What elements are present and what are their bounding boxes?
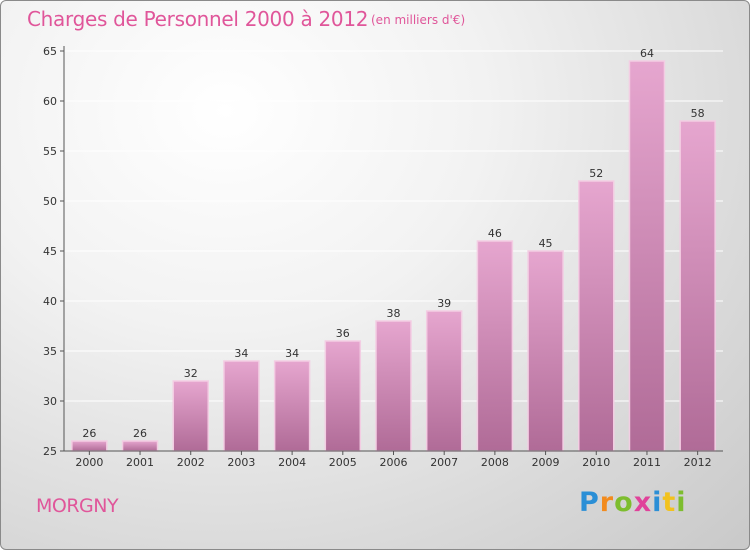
bars — [71, 60, 716, 452]
x-tick-label: 2003 — [227, 456, 255, 469]
y-tick-label: 25 — [43, 445, 57, 458]
x-tick-label: 2008 — [481, 456, 509, 469]
x-tick-label: 2006 — [380, 456, 408, 469]
x-tick-label: 2011 — [633, 456, 661, 469]
x-tick-label: 2004 — [278, 456, 306, 469]
y-tick-label: 35 — [43, 345, 57, 358]
proxiti-logo: Proxiti — [579, 487, 687, 518]
logo-letter: o — [614, 487, 634, 518]
y-tick-label: 65 — [43, 45, 57, 58]
data-label: 38 — [387, 307, 401, 320]
bar — [324, 340, 362, 452]
commune-name: MORGNY — [36, 495, 119, 517]
logo-letter: r — [599, 487, 615, 518]
data-label: 32 — [184, 367, 198, 380]
bar — [628, 60, 666, 452]
data-label: 39 — [437, 297, 451, 310]
logo-letter: t — [662, 487, 677, 518]
bar — [375, 320, 412, 452]
y-tick-label: 60 — [43, 95, 57, 108]
bar — [71, 440, 108, 452]
y-tick-label: 45 — [43, 245, 57, 258]
data-label: 34 — [234, 347, 248, 360]
data-label: 58 — [691, 107, 705, 120]
chart-subtitle: (en milliers d'€) — [371, 13, 466, 27]
bar — [527, 250, 564, 452]
y-tick-label: 30 — [43, 395, 57, 408]
bar — [223, 360, 260, 452]
bar — [679, 120, 716, 452]
data-label: 46 — [488, 227, 502, 240]
logo-letter: i — [676, 487, 687, 518]
data-label: 64 — [640, 47, 654, 60]
bar — [172, 380, 209, 452]
y-tick-label: 40 — [43, 295, 57, 308]
data-label: 26 — [133, 427, 147, 440]
logo-letter: P — [579, 487, 600, 518]
data-label: 52 — [589, 167, 603, 180]
x-tick-label: 2000 — [75, 456, 103, 469]
logo-letter: i — [652, 487, 663, 518]
bar — [425, 310, 463, 452]
x-tick-label: 2002 — [177, 456, 205, 469]
y-tick-label: 50 — [43, 195, 57, 208]
data-label: 45 — [539, 237, 553, 250]
logo-letter: x — [633, 487, 653, 518]
data-label: 34 — [285, 347, 299, 360]
x-tick-label: 2007 — [430, 456, 458, 469]
labels: 25 30 35 40 45 50 55 60 65 2000 26 2001 26 2002 32 2003… — [43, 45, 712, 469]
x-tick-label: 2009 — [532, 456, 560, 469]
chart-title: Charges de Personnel 2000 à 2012 — [27, 7, 369, 31]
y-tick-label: 55 — [43, 145, 57, 158]
x-tick-label: 2001 — [126, 456, 154, 469]
data-label: 26 — [82, 427, 96, 440]
x-tick-label: 2010 — [582, 456, 610, 469]
axes — [60, 46, 723, 455]
bar — [578, 180, 615, 452]
bar — [121, 440, 159, 452]
bar — [273, 360, 311, 452]
x-tick-label: 2005 — [329, 456, 357, 469]
bar — [476, 240, 514, 452]
data-label: 36 — [336, 327, 350, 340]
x-tick-label: 2012 — [684, 456, 712, 469]
